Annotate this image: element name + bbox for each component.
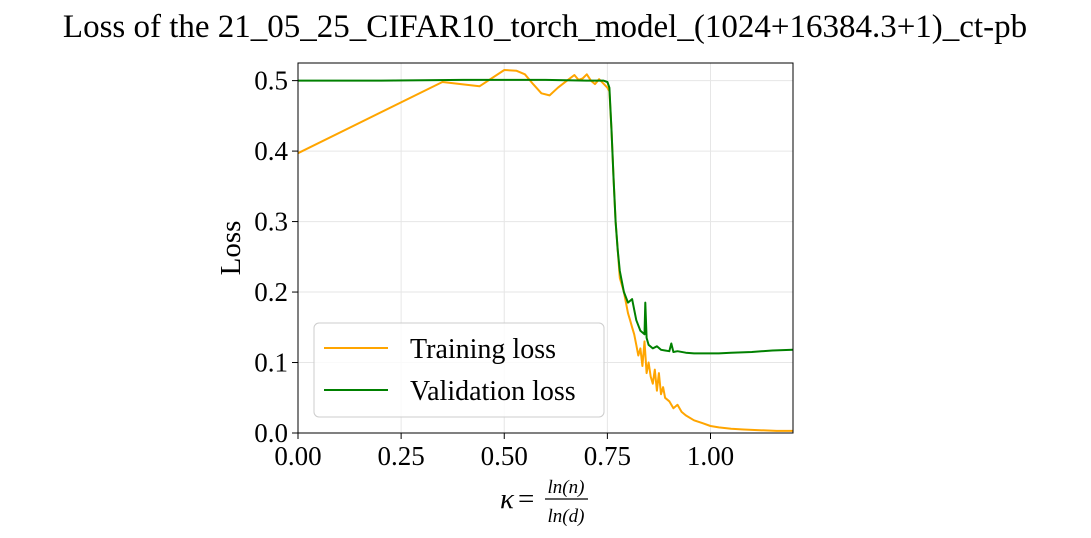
x-axis-label-symbol: κ [500, 483, 515, 515]
x-axis-label: κ = ln(n) ln(d) [500, 477, 588, 527]
legend: Training loss Validation loss [313, 322, 605, 418]
x-axis-label-denominator: ln(d) [548, 506, 585, 527]
training-loss-line [297, 69, 793, 432]
chart-title: Loss of the 21_05_25_CIFAR10_torch_model… [63, 9, 1027, 45]
legend-training-loss-label: Training loss [410, 334, 556, 365]
y-tick-label: 0.4 [254, 136, 288, 166]
x-tick-label: 0.50 [481, 441, 528, 471]
legend-box [313, 322, 605, 418]
legend-validation-loss-label: Validation loss [410, 376, 576, 407]
plot-series [297, 69, 794, 432]
plot-frame [297, 62, 794, 434]
y-axis-label: Loss [215, 221, 247, 276]
x-tick-label: 0.25 [378, 441, 425, 471]
x-axis-label-equals: = [518, 483, 534, 515]
validation-loss-line [298, 78, 794, 355]
y-tick-label: 0.5 [254, 66, 288, 96]
y-axis: 0.0 0.1 0.2 0.3 0.4 0.5 [254, 66, 298, 448]
y-tick-label: 0.0 [254, 418, 288, 448]
x-axis-label-numerator: ln(n) [548, 477, 585, 498]
x-axis: 0.00 0.25 0.50 0.75 1.00 [274, 433, 734, 471]
x-tick-label: 0.75 [584, 441, 631, 471]
x-tick-label: 0.00 [274, 441, 321, 471]
y-tick-label: 0.1 [254, 348, 288, 378]
y-tick-label: 0.3 [254, 207, 288, 237]
x-tick-label: 1.00 [687, 441, 734, 471]
y-tick-label: 0.2 [254, 277, 288, 307]
